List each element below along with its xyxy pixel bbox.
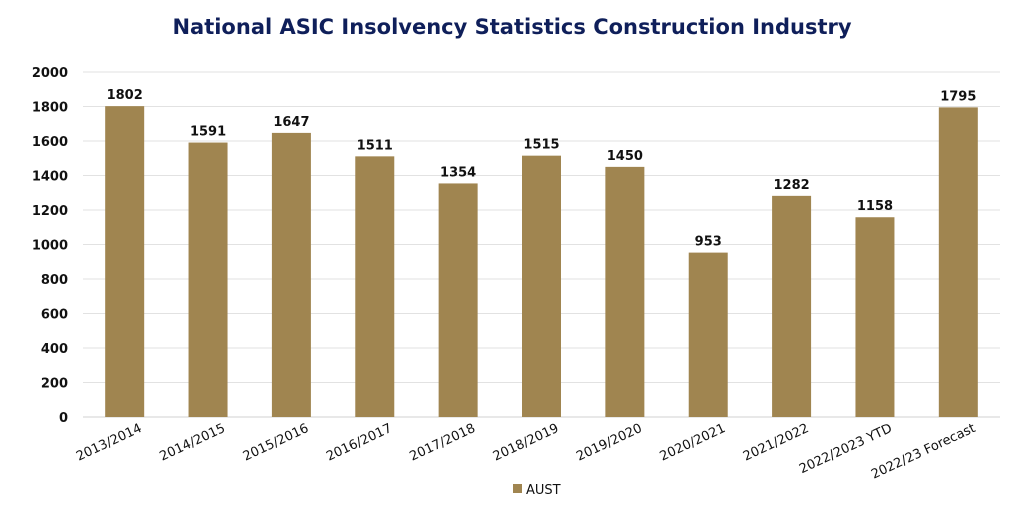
y-tick-label: 1200 [32,204,68,219]
data-label: 1591 [190,125,226,140]
bar [438,183,478,417]
y-tick-label: 2000 [32,66,68,81]
y-tick-label: 800 [41,273,68,288]
y-axis: 0 200 400 600 800 1000 1200 1400 1600 1800 2000 [32,66,68,426]
bar [355,156,395,418]
y-tick-label: 1400 [32,170,68,185]
data-label: 953 [695,235,722,250]
legend-label: AUST [526,483,561,498]
y-tick-label: 1600 [32,135,68,150]
x-tick-label: 2019/2020 [574,421,644,464]
y-tick-label: 400 [41,342,68,357]
x-tick-label: 2015/2016 [241,421,311,464]
data-label: 1795 [940,89,976,104]
x-tick-label: 2017/2018 [408,421,478,464]
bar [772,195,812,417]
chart-title: National ASIC Insolvency Statistics Cons… [172,15,851,39]
bar [105,106,145,417]
data-label: 1511 [357,138,393,153]
data-label: 1450 [607,149,643,164]
data-label: 1647 [273,115,309,130]
data-label: 1515 [523,138,559,153]
data-label: 1158 [857,199,893,214]
x-tick-label: 2020/2021 [658,421,728,464]
bar [938,107,978,418]
bar [605,166,645,417]
x-axis: 2013/2014 2014/2015 2015/2016 2016/2017 2017… [74,421,978,482]
legend: AUST [513,483,561,498]
data-label: 1802 [107,88,143,103]
y-tick-label: 0 [59,411,68,426]
data-label: 1282 [773,178,809,193]
x-tick-label: 2021/2022 [741,421,811,464]
y-tick-label: 1800 [32,101,68,116]
bars: 1802 1591 1647 1511 1354 1515 1450 953 1282 1158 1… [105,88,978,418]
data-label: 1354 [440,165,476,180]
bar [855,217,895,417]
y-tick-label: 1000 [32,239,68,254]
bar [522,155,561,417]
x-tick-label: 2016/2017 [324,421,394,464]
y-tick-label: 200 [41,377,68,392]
x-tick-label: 2013/2014 [74,421,144,464]
bar [188,142,228,418]
legend-swatch [513,484,522,493]
x-tick-label: 2014/2015 [157,421,227,464]
bar [271,132,311,417]
bar [688,252,728,417]
y-tick-label: 600 [41,308,68,323]
x-tick-label: 2018/2019 [491,421,561,464]
